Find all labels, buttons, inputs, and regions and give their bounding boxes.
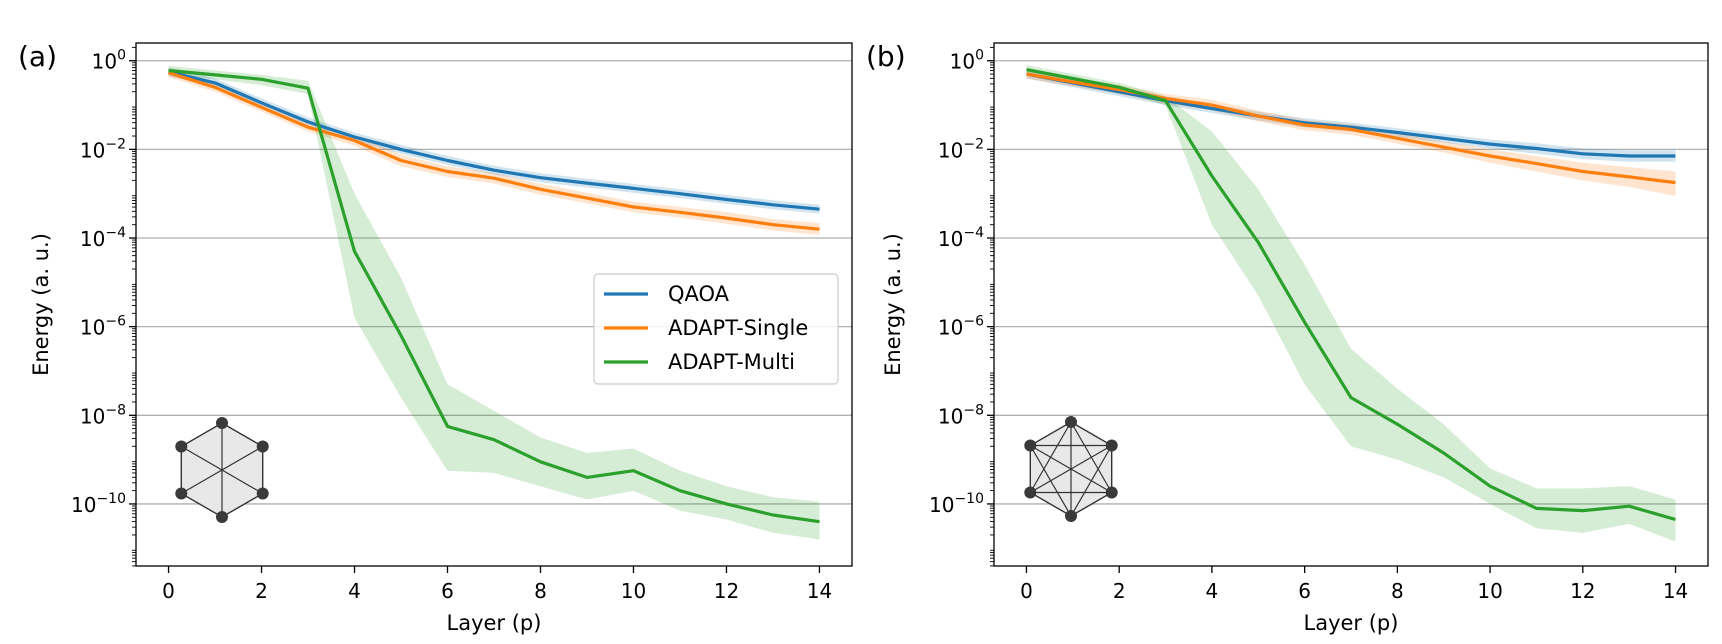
y-axis-label: Energy (a. u.) — [29, 233, 53, 376]
axes-frame — [135, 42, 853, 567]
legend-box — [593, 273, 839, 385]
y-tick-base: 10 — [71, 493, 96, 517]
legend-label: ADAPT-Single — [668, 316, 808, 340]
y-tick-label: 10−4 — [80, 225, 126, 251]
series-line-qaoa — [1026, 72, 1676, 158]
y-axis-label: Energy (a. u.) — [881, 233, 905, 376]
y-tick-exponent: 0 — [117, 48, 126, 64]
inset-vertex — [175, 440, 188, 453]
y-tick-label: 10−8 — [80, 402, 126, 428]
y-tick-label: 10−2 — [938, 136, 984, 162]
panel-a: 0 2 4 6 8 10 12 1410010−210−410−610−810−10Layer… — [18, 40, 853, 635]
y-tick-base: 10 — [80, 404, 105, 428]
legend: QAOA ADAPT-Single ADAPT-Multi — [593, 273, 839, 385]
x-axis-label: Layer (p) — [1304, 611, 1399, 635]
band-adapt-single — [168, 68, 820, 235]
x-tick-label: 10 — [1477, 579, 1502, 603]
y-tick-exponent: −10 — [96, 491, 126, 507]
y-tick-exponent: 0 — [975, 48, 984, 64]
panel-label: (a) — [18, 40, 57, 73]
y-tick-label: 10−4 — [938, 225, 984, 251]
x-tick-label: 4 — [348, 579, 361, 603]
y-tick-base: 10 — [938, 138, 963, 162]
band-qaoa — [1026, 69, 1676, 162]
x-tick-label: 12 — [714, 579, 739, 603]
y-tick-base: 10 — [950, 50, 975, 74]
y-tick-label: 100 — [92, 48, 126, 74]
y-tick-label: 10−2 — [80, 136, 126, 162]
inset-edge — [1029, 444, 1113, 494]
x-tick-label: 14 — [807, 579, 832, 603]
y-tick-base: 10 — [938, 316, 963, 340]
y-tick-label: 10−8 — [938, 402, 984, 428]
y-tick-label: 10−6 — [80, 314, 126, 340]
y-tick-label: 100 — [950, 48, 984, 74]
y-tick-exponent: −2 — [105, 136, 126, 152]
series-line-adapt-multi — [168, 68, 820, 524]
y-tick-base: 10 — [938, 404, 963, 428]
inset-edge — [1029, 445, 1072, 517]
inset-edge — [180, 445, 264, 495]
legend-label: QAOA — [668, 282, 730, 306]
y-tick-base: 10 — [929, 493, 954, 517]
x-tick-label: 14 — [1663, 579, 1688, 603]
y-tick-exponent: −4 — [105, 225, 126, 241]
x-tick-label: 2 — [1113, 579, 1126, 603]
y-tick-exponent: −8 — [963, 402, 984, 418]
legend-label: ADAPT-Multi — [668, 350, 795, 374]
y-tick-base: 10 — [80, 227, 105, 251]
inset-vertex — [1105, 439, 1118, 452]
inset-vertex — [216, 511, 228, 523]
inset-vertex — [1065, 416, 1077, 428]
axes-frame — [993, 42, 1709, 567]
series-line-adapt-multi — [1026, 68, 1676, 522]
x-tick-label: 6 — [1298, 579, 1311, 603]
x-tick-label: 0 — [1020, 579, 1033, 603]
inset-vertex — [216, 417, 228, 429]
band-adapt-multi — [1026, 65, 1676, 542]
y-tick-base: 10 — [80, 138, 105, 162]
band-adapt-multi — [168, 66, 820, 540]
series-line-adapt-single — [168, 71, 820, 231]
y-tick-base: 10 — [938, 227, 963, 251]
y-tick-exponent: −6 — [105, 314, 126, 330]
panel-label: (b) — [866, 40, 906, 73]
y-tick-exponent: −4 — [963, 225, 984, 241]
y-tick-label: 10−10 — [71, 491, 126, 517]
x-axis-label: Layer (p) — [447, 611, 542, 635]
y-tick-exponent: −10 — [954, 491, 984, 507]
inset-vertex — [1105, 486, 1118, 499]
inset-vertex — [1024, 439, 1037, 452]
x-tick-label: 6 — [441, 579, 454, 603]
y-tick-exponent: −6 — [963, 314, 984, 330]
y-tick-base: 10 — [92, 50, 117, 74]
inset-vertex — [1065, 510, 1077, 522]
x-tick-label: 4 — [1206, 579, 1219, 603]
inset-vertex — [256, 487, 269, 500]
band-qaoa — [168, 67, 820, 214]
x-tick-label: 2 — [255, 579, 268, 603]
y-tick-label: 10−6 — [938, 314, 984, 340]
inset-vertex — [256, 440, 269, 453]
y-tick-exponent: −8 — [105, 402, 126, 418]
y-tick-base: 10 — [80, 316, 105, 340]
x-tick-label: 8 — [534, 579, 547, 603]
series-line-qaoa — [168, 70, 820, 211]
panel-b: 0 2 4 6 8 10 12 1410010−210−410−610−810−10Layer… — [866, 40, 1709, 635]
x-tick-label: 12 — [1570, 579, 1595, 603]
inset-graph — [175, 417, 269, 523]
y-tick-exponent: −2 — [963, 136, 984, 152]
x-tick-label: 0 — [162, 579, 175, 603]
inset-vertex — [175, 487, 188, 500]
x-tick-label: 8 — [1391, 579, 1404, 603]
inset-graph — [1024, 416, 1118, 522]
y-tick-label: 10−10 — [929, 491, 984, 517]
x-tick-label: 10 — [621, 579, 646, 603]
inset-vertex — [1024, 486, 1037, 499]
